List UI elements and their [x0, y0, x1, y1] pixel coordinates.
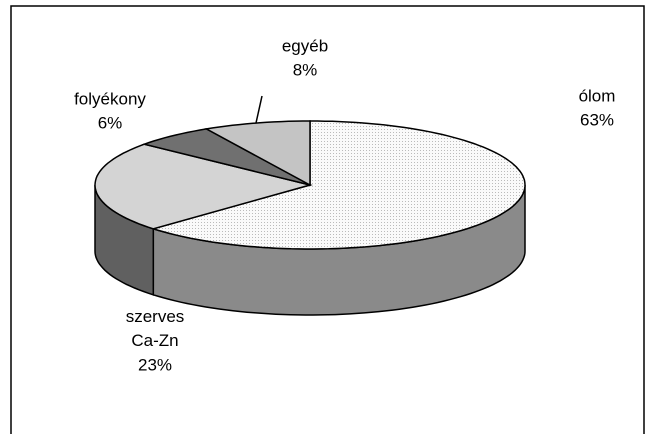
pie-slice: [150, 120, 526, 250]
value-label: 8%: [293, 60, 318, 79]
value-label: 23%: [138, 355, 172, 374]
pie-slice: [94, 143, 313, 230]
pie-slice: [141, 128, 311, 186]
slice-label: egyéb: [282, 36, 328, 55]
value-label: 6%: [98, 113, 123, 132]
slice-label: ólom: [579, 86, 616, 105]
slice-label-group: szerves Ca-Zn: [126, 307, 185, 350]
slice-label: szerves: [126, 307, 185, 326]
slice-label: Ca-Zn: [131, 331, 178, 350]
value-label: 63%: [580, 110, 614, 129]
slice-label: folyékony: [74, 89, 146, 108]
pie-slice: [204, 120, 311, 187]
